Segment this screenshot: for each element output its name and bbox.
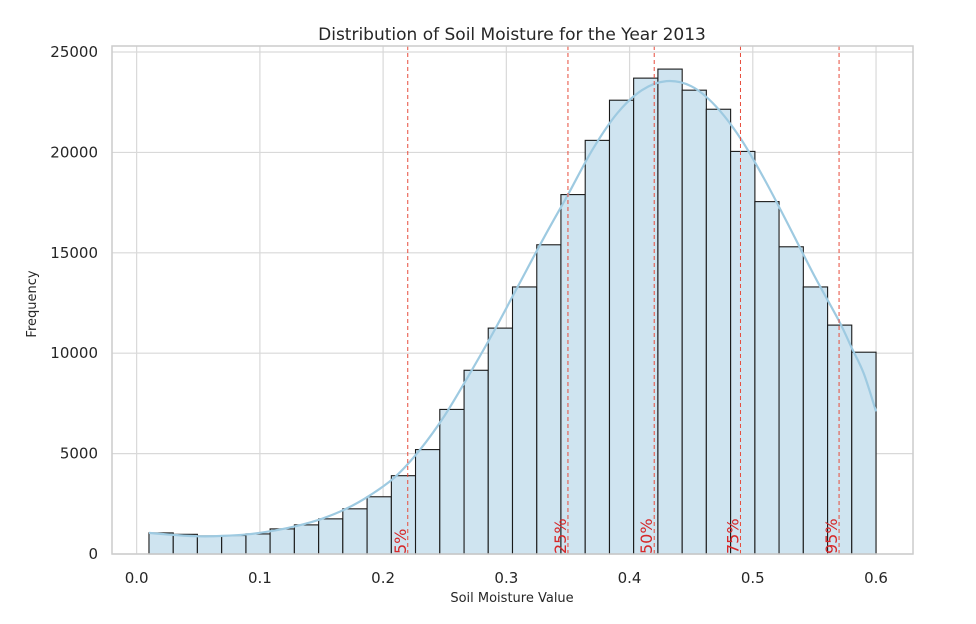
y-tick-label: 5000	[60, 445, 98, 463]
percentile-label: 75%	[723, 518, 742, 554]
percentile-label: 50%	[637, 518, 656, 554]
kde-curve-layer	[148, 79, 878, 538]
histogram-bar	[293, 524, 320, 555]
histogram-bar	[366, 496, 392, 555]
y-tick-label: 10000	[50, 344, 98, 362]
histogram-bar	[487, 327, 514, 555]
histogram-bar	[414, 449, 441, 555]
plot-frame	[111, 45, 914, 555]
axis-ticks: 0.0 0.1 0.2 0.3 0.4 0.5 0.6 0 5000 10000 15000 2000…	[50, 43, 888, 587]
histogram-bar	[657, 68, 683, 555]
histogram-bar	[560, 194, 586, 555]
histogram-bar	[463, 369, 489, 555]
histogram-bar	[245, 533, 271, 555]
histogram-bar	[705, 108, 732, 555]
percentile-label: 95%	[822, 518, 841, 554]
y-tick-label: 25000	[50, 43, 98, 61]
histogram-bar	[342, 508, 368, 555]
histogram-bar	[802, 286, 829, 555]
histogram-bar	[439, 408, 465, 555]
histogram-bar	[318, 518, 344, 555]
x-tick-label: 0.5	[741, 569, 765, 587]
x-tick-label: 0.6	[864, 569, 888, 587]
percentile-label: 25%	[551, 518, 570, 554]
histogram-bar	[148, 532, 174, 555]
histogram-bar	[851, 351, 877, 555]
histogram-bar	[584, 139, 611, 555]
y-tick-label: 20000	[50, 143, 98, 161]
chart-title: Distribution of Soil Moisture for the Ye…	[318, 25, 706, 45]
histogram-bar	[778, 246, 804, 555]
x-tick-label: 0.4	[618, 569, 642, 587]
histogram-bar	[221, 534, 247, 555]
y-tick-label: 0	[88, 545, 98, 563]
histogram-bar	[681, 89, 707, 555]
x-tick-label: 0.1	[248, 569, 272, 587]
x-axis-label: Soil Moisture Value	[450, 591, 573, 606]
x-tick-label: 0.0	[125, 569, 149, 587]
x-tick-label: 0.3	[494, 569, 518, 587]
histogram-bar	[754, 201, 780, 555]
percentile-label: 5%	[391, 529, 410, 554]
y-axis-label: Frequency	[25, 270, 40, 337]
histogram-bar	[608, 99, 635, 555]
y-tick-label: 15000	[50, 244, 98, 262]
histogram-bar	[196, 535, 223, 555]
kde-curve	[148, 79, 878, 538]
histogram-bar	[269, 528, 295, 555]
percentile-markers: 5% 25% 50% 75% 95%	[391, 46, 841, 554]
histogram-bar	[536, 244, 562, 555]
histogram-bar	[730, 150, 756, 555]
histogram-bar	[511, 286, 538, 555]
histogram-bars	[148, 68, 877, 555]
x-tick-label: 0.2	[371, 569, 395, 587]
